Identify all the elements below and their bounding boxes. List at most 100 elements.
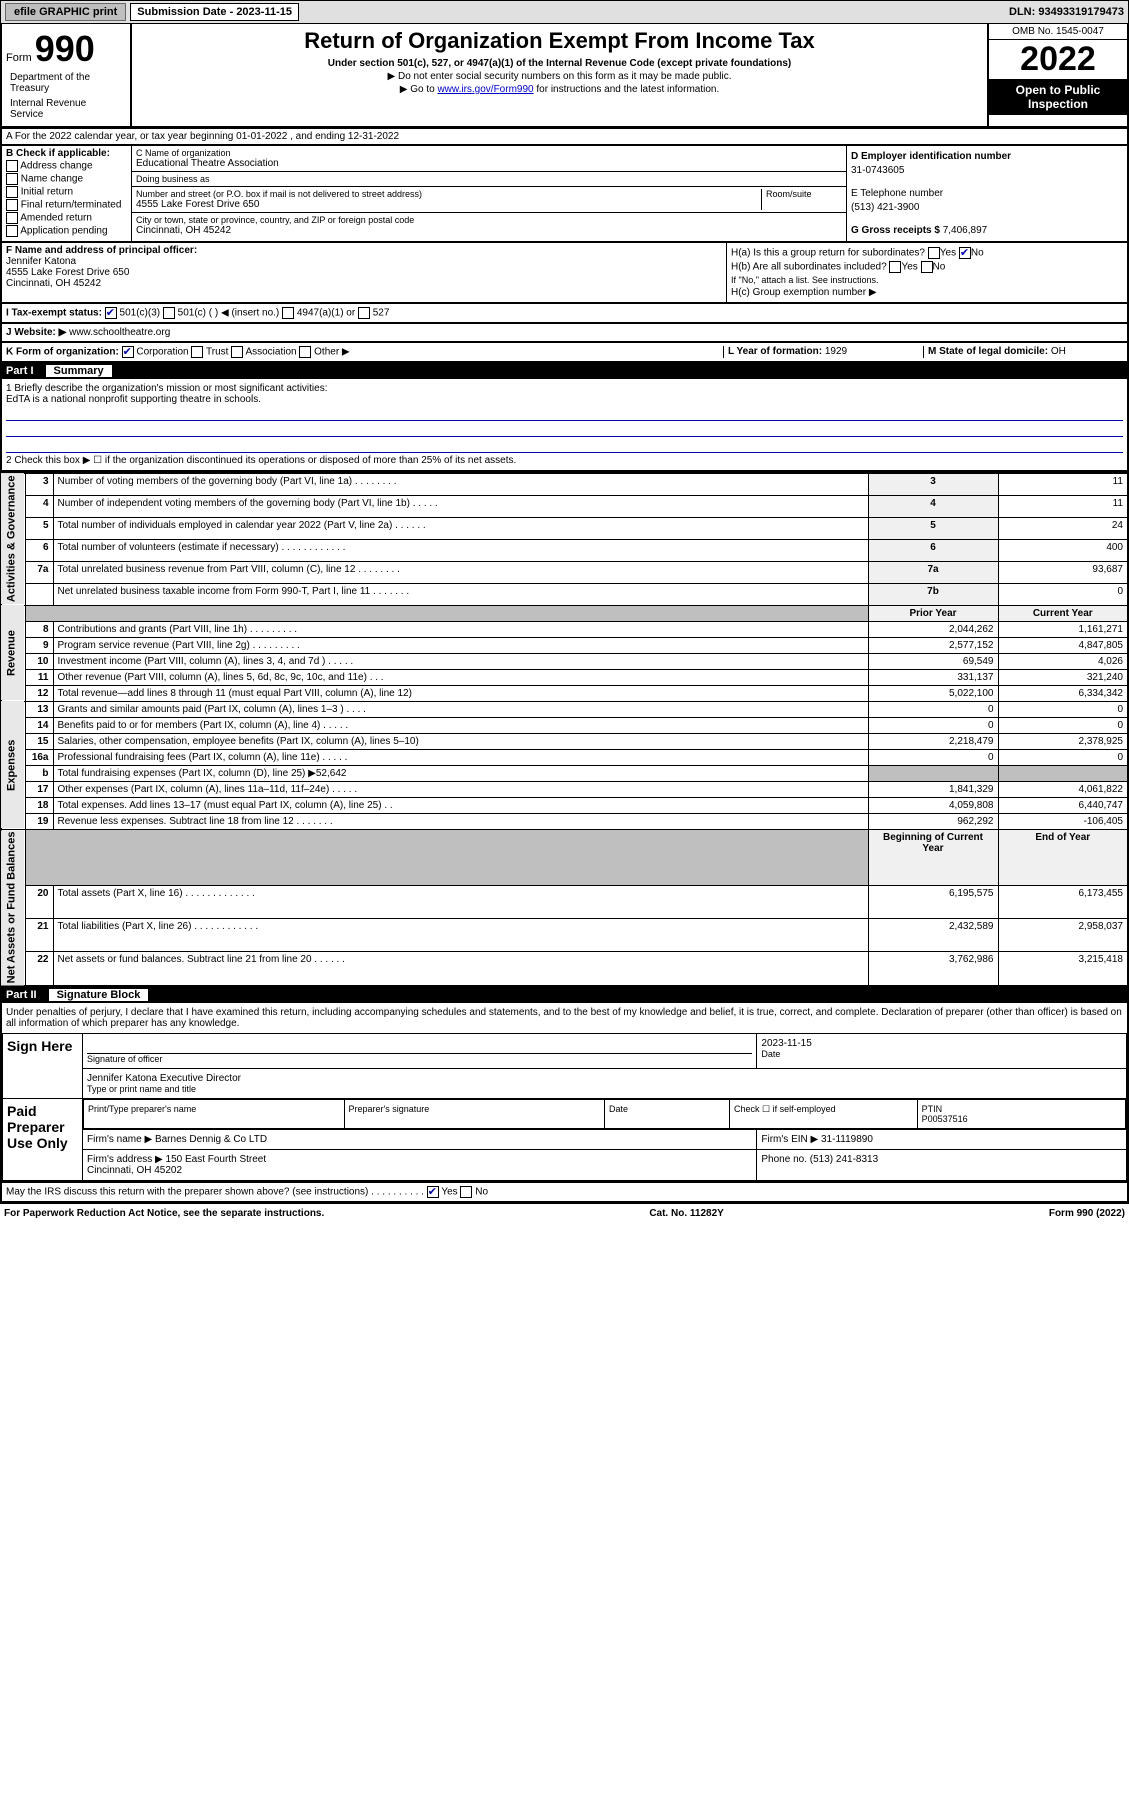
rev-8-py: 2,044,262 [868, 621, 998, 637]
row-k-form-org: K Form of organization: Corporation Trus… [0, 343, 1129, 363]
name-title-label: Type or print name and title [87, 1084, 1122, 1094]
irs-link[interactable]: www.irs.gov/Form990 [437, 84, 533, 95]
exp-18-cy: 6,440,747 [998, 797, 1128, 813]
chk-527[interactable] [358, 307, 370, 319]
end-year-hdr: End of Year [998, 829, 1128, 885]
firm-addr-label: Firm's address ▶ [87, 1154, 163, 1165]
ha-no[interactable] [959, 247, 971, 259]
rev-10-py: 69,549 [868, 653, 998, 669]
officer-addr1: 4555 Lake Forest Drive 650 [6, 267, 722, 278]
officer-name: Jennifer Katona [6, 256, 722, 267]
row-a-tax-year: A For the 2022 calendar year, or tax yea… [0, 128, 1129, 146]
chk-app-pending[interactable]: Application pending [6, 225, 127, 237]
self-employed-chk[interactable]: Check ☐ if self-employed [730, 1100, 918, 1129]
ptin-label: PTIN [922, 1104, 943, 1114]
exp-15-py: 2,218,479 [868, 733, 998, 749]
city-label: City or town, state or province, country… [136, 215, 842, 225]
form-word: Form [6, 52, 32, 64]
paid-preparer-label: Paid Preparer Use Only [3, 1099, 83, 1181]
exp-16a-py: 0 [868, 749, 998, 765]
org-name: Educational Theatre Association [136, 158, 842, 169]
declaration: Under penalties of perjury, I declare th… [2, 1003, 1127, 1033]
firm-addr2: Cincinnati, OH 45202 [87, 1165, 182, 1176]
hb-yes[interactable] [889, 261, 901, 273]
efile-topbar: efile GRAPHIC print Submission Date - 20… [0, 0, 1129, 24]
col-h-group: H(a) Is this a group return for subordin… [727, 243, 1127, 302]
omb-number: OMB No. 1545-0047 [989, 24, 1127, 40]
exp-14-cy: 0 [998, 717, 1128, 733]
chk-final-return[interactable]: Final return/terminated [6, 199, 127, 211]
discuss-yes[interactable] [427, 1186, 439, 1198]
chk-trust[interactable] [191, 346, 203, 358]
section-fh: F Name and address of principal officer:… [0, 243, 1129, 304]
rev-10-cy: 4,026 [998, 653, 1128, 669]
chk-amended[interactable]: Amended return [6, 212, 127, 224]
gov-5: 24 [998, 517, 1128, 539]
exp-19-py: 962,292 [868, 813, 998, 829]
exp-16a-cy: 0 [998, 749, 1128, 765]
website-value: www.schooltheatre.org [69, 327, 170, 338]
chk-other[interactable] [299, 346, 311, 358]
exp-18-py: 4,059,808 [868, 797, 998, 813]
phone-label: E Telephone number [851, 188, 943, 199]
exp-13-py: 0 [868, 701, 998, 717]
ein-label: D Employer identification number [851, 151, 1011, 162]
exp-16b-py [868, 765, 998, 781]
side-expenses: Expenses [1, 701, 25, 829]
phone-value: (513) 421-3900 [851, 202, 1123, 213]
gov-6: 400 [998, 539, 1128, 561]
hb-label: H(b) Are all subordinates included? [731, 262, 887, 273]
exp-17-py: 1,841,329 [868, 781, 998, 797]
col-f-officer: F Name and address of principal officer:… [2, 243, 727, 302]
sig-date: 2023-11-15 [761, 1038, 1122, 1049]
chk-address-change[interactable]: Address change [6, 160, 127, 172]
chk-assoc[interactable] [231, 346, 243, 358]
dba-label: Doing business as [136, 174, 842, 184]
chk-name-change[interactable]: Name change [6, 173, 127, 185]
discuss-row: May the IRS discuss this return with the… [0, 1183, 1129, 1203]
chk-4947[interactable] [282, 307, 294, 319]
exp-14-py: 0 [868, 717, 998, 733]
net-22-cy: 3,215,418 [998, 952, 1128, 986]
exp-15-cy: 2,378,925 [998, 733, 1128, 749]
discuss-no[interactable] [460, 1186, 472, 1198]
part2-header: Part II Signature Block [0, 987, 1129, 1003]
hb-note: If "No," attach a list. See instructions… [731, 275, 1123, 285]
firm-addr1: 150 East Fourth Street [166, 1154, 267, 1165]
row-j-website: J Website: ▶ www.schooltheatre.org [0, 324, 1129, 343]
side-net-assets: Net Assets or Fund Balances [1, 829, 25, 986]
chk-501c3[interactable] [105, 307, 117, 319]
chk-corp[interactable] [122, 346, 134, 358]
efile-print-button[interactable]: efile GRAPHIC print [5, 3, 126, 21]
col-d-ein: D Employer identification number 31-0743… [847, 146, 1127, 241]
exp-19-cy: -106,405 [998, 813, 1128, 829]
ha-label: H(a) Is this a group return for subordin… [731, 248, 925, 259]
chk-initial-return[interactable]: Initial return [6, 186, 127, 198]
instructions-note: ▶ Go to www.irs.gov/Form990 for instruct… [136, 84, 983, 95]
rev-11-py: 331,137 [868, 669, 998, 685]
rev-8-cy: 1,161,271 [998, 621, 1128, 637]
form-title: Return of Organization Exempt From Incom… [136, 28, 983, 54]
rev-12-cy: 6,334,342 [998, 685, 1128, 701]
gov-3: 11 [998, 473, 1128, 496]
gross-label: G Gross receipts $ [851, 225, 940, 236]
form-header: Form 990 Department of the Treasury Inte… [0, 24, 1129, 128]
firm-phone-label: Phone no. [761, 1154, 807, 1165]
sig-officer-label: Signature of officer [87, 1054, 752, 1064]
net-21-py: 2,432,589 [868, 919, 998, 952]
cat-no: Cat. No. 11282Y [649, 1208, 723, 1219]
paperwork-notice: For Paperwork Reduction Act Notice, see … [4, 1208, 324, 1219]
signature-block: Under penalties of perjury, I declare th… [0, 1003, 1129, 1183]
chk-501c[interactable] [163, 307, 175, 319]
ha-yes[interactable] [928, 247, 940, 259]
room-label: Room/suite [766, 189, 842, 199]
q2-label: 2 Check this box ▶ ☐ if the organization… [6, 455, 1123, 466]
page-footer: For Paperwork Reduction Act Notice, see … [0, 1203, 1129, 1223]
current-year-hdr: Current Year [998, 605, 1128, 621]
gov-7b: 0 [998, 583, 1128, 605]
ptin-value: P00537516 [922, 1114, 968, 1124]
net-21-cy: 2,958,037 [998, 919, 1128, 952]
net-20-cy: 6,173,455 [998, 885, 1128, 918]
hb-no[interactable] [921, 261, 933, 273]
exp-13-cy: 0 [998, 701, 1128, 717]
